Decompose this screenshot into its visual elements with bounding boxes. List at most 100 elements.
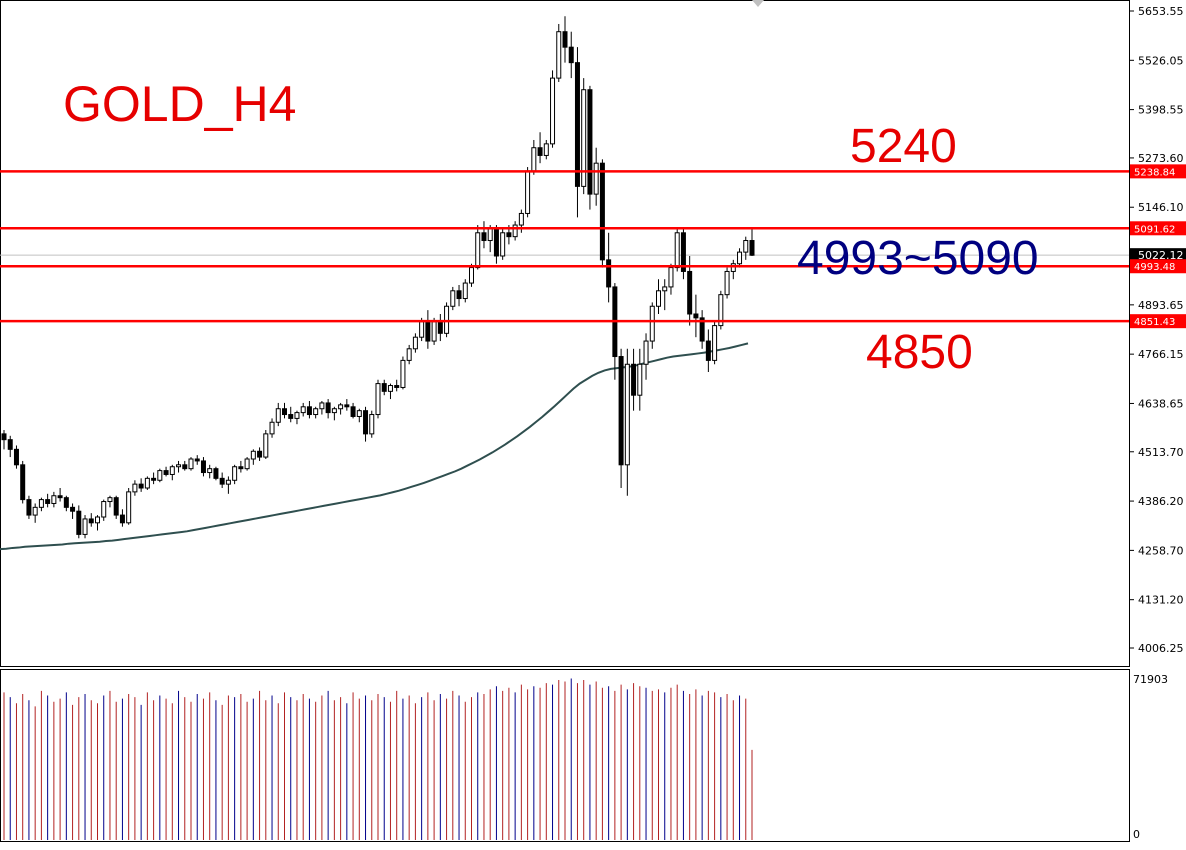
level-lines[interactable]: 5238.84 5091.62 4993.48 4851.43 bbox=[0, 164, 1186, 329]
candle-body bbox=[649, 305, 655, 342]
candle-body bbox=[176, 464, 182, 468]
candle-body bbox=[537, 147, 543, 156]
candle-body bbox=[587, 89, 593, 195]
candle-body bbox=[680, 232, 686, 272]
candle-body bbox=[606, 259, 612, 288]
candle-body bbox=[356, 410, 362, 417]
candle-body bbox=[13, 448, 19, 466]
candle-body bbox=[57, 495, 63, 499]
candle-body bbox=[743, 240, 749, 253]
candle-body bbox=[338, 404, 344, 410]
candle-body bbox=[437, 321, 443, 334]
candle-body bbox=[469, 267, 474, 284]
candle-body bbox=[51, 495, 57, 504]
candle-body bbox=[306, 406, 312, 416]
candle-body bbox=[157, 470, 163, 481]
candle-body bbox=[556, 31, 562, 79]
candle-body bbox=[151, 477, 157, 481]
candle-body bbox=[718, 294, 724, 327]
candle-body bbox=[637, 363, 643, 396]
candle-body bbox=[500, 232, 506, 257]
candle-body bbox=[275, 408, 281, 423]
candle-body bbox=[238, 466, 244, 470]
candle-body bbox=[699, 317, 705, 342]
candle-body bbox=[82, 518, 88, 535]
candle-body bbox=[113, 497, 119, 516]
candle-body bbox=[481, 232, 487, 242]
chart-shift-marker[interactable] bbox=[752, 0, 764, 7]
candle-body bbox=[618, 356, 624, 466]
candle-body bbox=[593, 162, 599, 195]
price-tick-label: 4638.65 bbox=[1138, 397, 1184, 410]
candle-body bbox=[643, 340, 649, 365]
price-tick-label: 4386.20 bbox=[1138, 495, 1184, 508]
candle-body bbox=[656, 290, 661, 307]
candle-body bbox=[300, 406, 306, 414]
candle-body bbox=[95, 516, 100, 524]
candle-body bbox=[76, 510, 82, 535]
candle-body bbox=[400, 359, 406, 388]
price-tick-label: 4893.65 bbox=[1138, 299, 1184, 312]
candle-body bbox=[475, 232, 481, 269]
candle-body bbox=[674, 232, 680, 269]
candle-body bbox=[730, 263, 736, 272]
candle-body bbox=[20, 464, 26, 501]
candle-body bbox=[350, 406, 356, 417]
candle-body bbox=[182, 464, 188, 470]
candle-body bbox=[88, 518, 94, 524]
candle-body bbox=[662, 286, 668, 292]
price-tick-label: 5653.55 bbox=[1138, 5, 1184, 18]
level-tag bbox=[1130, 164, 1186, 179]
candle-body bbox=[381, 383, 387, 392]
candle-body bbox=[568, 46, 574, 64]
candle-body bbox=[282, 408, 287, 416]
candle-body bbox=[126, 491, 132, 524]
candle-body bbox=[1, 433, 7, 441]
candle-body bbox=[331, 408, 337, 414]
candle-body bbox=[7, 439, 13, 450]
candle-body bbox=[624, 363, 630, 466]
candle-body bbox=[269, 421, 275, 435]
candle-body bbox=[431, 321, 437, 342]
candle-body bbox=[562, 31, 568, 48]
candle-body bbox=[581, 89, 587, 187]
candle-body bbox=[631, 363, 637, 396]
level-tag-label: 5091.62 bbox=[1134, 224, 1175, 235]
candle-body bbox=[712, 325, 718, 361]
candle-body bbox=[375, 383, 381, 416]
candle-body bbox=[38, 499, 44, 508]
candle-body bbox=[450, 290, 456, 307]
candle-body bbox=[294, 412, 300, 419]
candle-body bbox=[288, 414, 294, 419]
candle-body bbox=[244, 458, 250, 470]
candles bbox=[1, 16, 755, 539]
candle-body bbox=[462, 282, 468, 300]
level-tag-label: 5238.84 bbox=[1134, 167, 1175, 178]
candle-body bbox=[363, 410, 369, 435]
candle-body bbox=[70, 506, 76, 512]
candle-body bbox=[506, 232, 512, 238]
candle-body bbox=[169, 466, 175, 475]
level-tag bbox=[1130, 314, 1186, 329]
candle-body bbox=[257, 450, 263, 458]
candle-body bbox=[394, 385, 400, 388]
candle-body bbox=[163, 470, 169, 475]
candle-body bbox=[737, 251, 743, 265]
candle-body bbox=[225, 479, 231, 485]
level-tag bbox=[1130, 221, 1186, 236]
candle-body bbox=[668, 267, 674, 288]
candle-body bbox=[207, 468, 213, 474]
price-tick-label: 4766.15 bbox=[1138, 348, 1184, 361]
candle-body bbox=[45, 499, 51, 504]
level-tag-label: 4993.48 bbox=[1134, 262, 1175, 273]
candle-body bbox=[32, 506, 38, 516]
candle-body bbox=[325, 402, 331, 414]
candle-body bbox=[107, 497, 113, 503]
candle-body bbox=[26, 499, 32, 516]
level-tag-label: 4851.43 bbox=[1134, 317, 1175, 328]
candle-body bbox=[194, 458, 200, 462]
price-tick-label: 5146.10 bbox=[1138, 201, 1184, 214]
candle-body bbox=[456, 290, 462, 300]
price-tick-label: 4006.25 bbox=[1138, 642, 1184, 655]
